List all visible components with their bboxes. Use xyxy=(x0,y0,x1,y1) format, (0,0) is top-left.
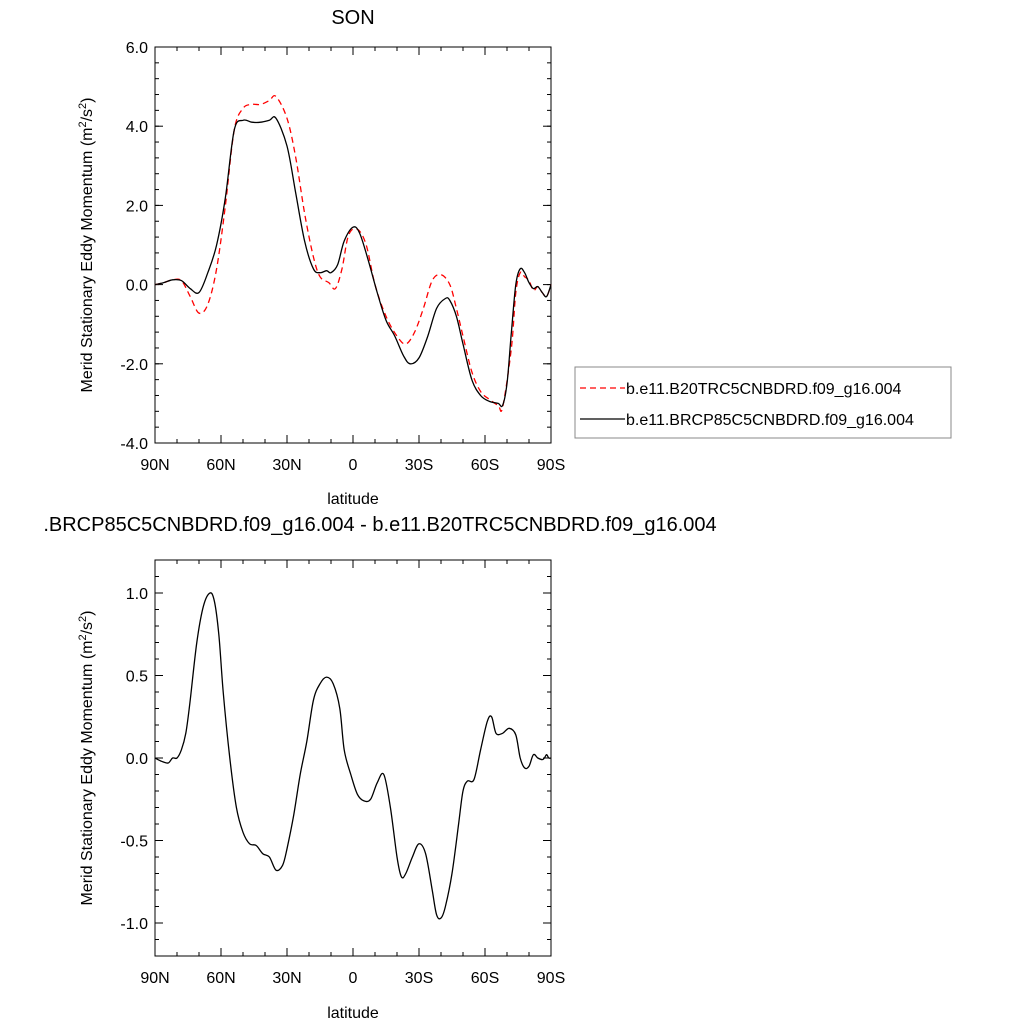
top-x-axis-label: latitude xyxy=(327,491,379,508)
y-tick-label: 0.0 xyxy=(126,751,148,768)
top-legend: b.e11.B20TRC5CNBDRD.f09_g16.004 b.e11.BR… xyxy=(574,366,952,439)
bottom-series xyxy=(154,592,552,920)
x-tick-label: 60S xyxy=(471,457,499,474)
y-tick-label: -4.0 xyxy=(120,436,148,453)
top-chart-title: SON xyxy=(331,7,374,29)
x-tick-label: 90N xyxy=(140,457,169,474)
bottom-chart: .BRCP85C5CNBDRD.f09_g16.004 - b.e11.B20T… xyxy=(43,514,716,1022)
y-tick-label: -1.0 xyxy=(120,916,148,933)
y-tick-label: -2.0 xyxy=(120,357,148,374)
series-line-0-0 xyxy=(154,95,552,412)
y-tick-label: 0.0 xyxy=(126,278,148,295)
top-ticks: 90N 60N 30N 0 30S 60S 90S 6.0 4.0 2.0 0.0 -2.0 -4.0 xyxy=(120,40,565,474)
x-tick-label: 60N xyxy=(206,970,235,987)
bottom-ticks: 90N 60N 30N 0 30S 60S 90S 1.0 0.5 0.0 -0.5 -1.0 xyxy=(120,559,565,987)
x-tick-label: 30N xyxy=(272,457,301,474)
legend-label-rcp85: b.e11.BRCP85C5CNBDRD.f09_g16.004 xyxy=(626,412,914,429)
bottom-chart-title: .BRCP85C5CNBDRD.f09_g16.004 - b.e11.B20T… xyxy=(43,514,716,536)
series-line-0-1 xyxy=(154,116,552,408)
y-tick-label: 1.0 xyxy=(126,586,148,603)
x-tick-label: 60N xyxy=(206,457,235,474)
y-tick-label: 6.0 xyxy=(126,40,148,57)
x-tick-label: 30S xyxy=(405,457,433,474)
x-tick-label: 90S xyxy=(537,457,565,474)
x-tick-label: 90N xyxy=(140,970,169,987)
bottom-plot-frame xyxy=(154,559,552,957)
y-tick-label: 2.0 xyxy=(126,198,148,215)
x-tick-label: 0 xyxy=(349,457,358,474)
y-tick-label: 4.0 xyxy=(126,119,148,136)
top-y-axis-label: Merid Stationary Eddy Momentum (m2/s2) xyxy=(77,97,96,392)
bottom-x-axis-label: latitude xyxy=(327,1005,379,1022)
x-tick-label: 0 xyxy=(349,970,358,987)
x-tick-label: 30S xyxy=(405,970,433,987)
top-chart: SON 90N 60N 30N 0 30S 60S 90S 6.0 4.0 2.0 0.0 -2.0 -… xyxy=(77,7,952,508)
y-tick-label: -0.5 xyxy=(120,834,148,851)
top-series xyxy=(154,95,552,412)
legend-box xyxy=(574,366,952,439)
x-tick-label: 30N xyxy=(272,970,301,987)
x-tick-label: 90S xyxy=(537,970,565,987)
legend-label-historical: b.e11.B20TRC5CNBDRD.f09_g16.004 xyxy=(626,381,902,398)
top-plot-frame xyxy=(154,46,552,444)
series-line-1-0 xyxy=(154,592,552,920)
x-tick-label: 60S xyxy=(471,970,499,987)
y-tick-label: 0.5 xyxy=(126,669,148,686)
bottom-y-axis-label: Merid Stationary Eddy Momentum (m2/s2) xyxy=(77,610,96,905)
